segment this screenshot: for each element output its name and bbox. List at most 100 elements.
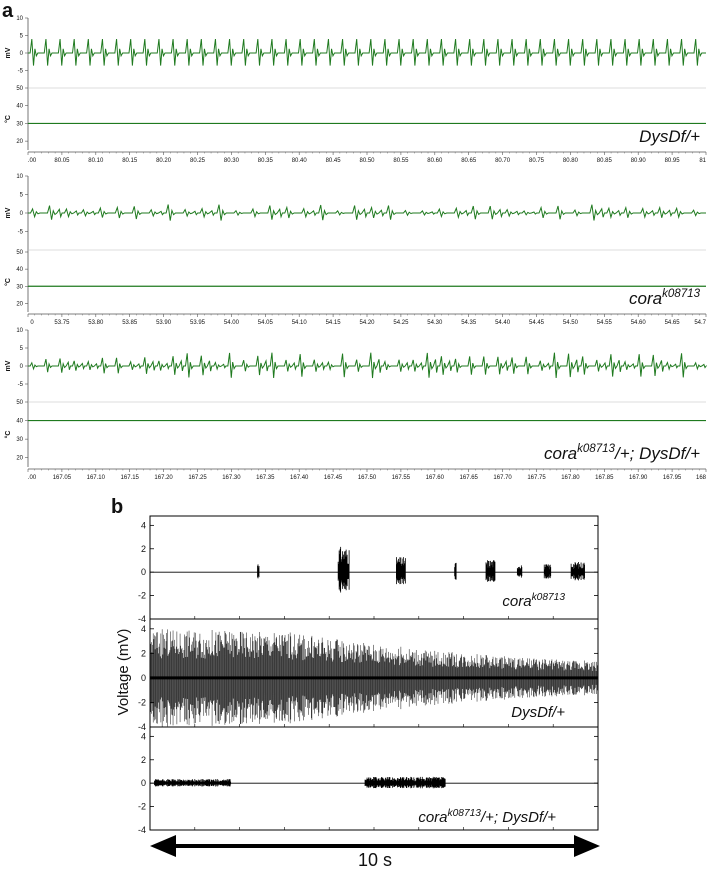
temperature-tick-label: 20 <box>16 456 23 462</box>
y-tick-label: -2 <box>138 697 146 707</box>
x-tick-label: 81 <box>699 158 706 164</box>
x-tick-label: 54.05 <box>258 320 274 326</box>
x-tick-label: 80.15 <box>122 158 138 164</box>
voltage-tick-label: 10 <box>16 174 23 180</box>
x-tick-label: 80.35 <box>258 158 274 164</box>
x-tick-label: 167.30 <box>222 475 241 481</box>
x-tick-label: 167.10 <box>87 475 106 481</box>
x-tick-label: 167.95 <box>663 475 682 481</box>
x-tick-label: 53.90 <box>156 320 172 326</box>
panel-b-label: b <box>111 496 123 518</box>
x-tick-label: 167.05 <box>53 475 72 481</box>
x-tick-label: 167.50 <box>358 475 377 481</box>
x-tick-label: 167.90 <box>629 475 648 481</box>
voltage-trace <box>28 352 708 379</box>
panel-a-row-3: -5 0 5 10 mV 20 30 40 50 °C .00 167.05 167.10 167.15 1… <box>4 328 708 481</box>
x-tick-label: 80.55 <box>393 158 409 164</box>
x-tick-label: 80.95 <box>665 158 681 164</box>
x-tick-label: 53.85 <box>122 320 138 326</box>
genotype-label-sup: k08713 <box>448 808 482 819</box>
x-tick-label: 80.30 <box>224 158 240 164</box>
x-tick-label: 167.70 <box>493 475 512 481</box>
x-tick-label: 167.65 <box>460 475 479 481</box>
genotype-label: corak08713/+; DysDf/+ <box>544 443 700 463</box>
genotype-label-main: cora <box>629 289 662 308</box>
temperature-tick-label: 30 <box>16 121 23 127</box>
y-tick-label: -2 <box>138 591 146 601</box>
temperature-tick-label: 20 <box>16 139 23 145</box>
voltage-trace <box>150 546 598 593</box>
voltage-tick-label: -5 <box>18 230 24 236</box>
voltage-tick-label: 10 <box>16 328 23 334</box>
temperature-tick-label: 40 <box>16 267 23 273</box>
x-tick-label: 54.35 <box>461 320 477 326</box>
y-tick-label: 4 <box>141 520 146 530</box>
genotype-label-sup: k08713 <box>532 592 566 603</box>
x-tick-label: 54.65 <box>665 320 681 326</box>
y-tick-label: 2 <box>141 755 146 765</box>
x-tick-label: 54.55 <box>597 320 613 326</box>
x-tick-label: 80.85 <box>597 158 613 164</box>
y-tick-label: 0 <box>141 778 146 788</box>
x-tick-label: 54.30 <box>427 320 443 326</box>
x-tick-label: 53.80 <box>88 320 104 326</box>
x-tick-label: 53.75 <box>54 320 70 326</box>
scale-bar-label: 10 s <box>358 850 392 870</box>
genotype-label-main: cora <box>544 444 577 463</box>
x-tick-label: 54.20 <box>359 320 375 326</box>
y-tick-label: -2 <box>138 802 146 812</box>
voltage-tick-label: 5 <box>20 346 24 352</box>
x-tick-label: 54.60 <box>631 320 647 326</box>
x-tick-label: 54.40 <box>495 320 511 326</box>
voltage-tick-label: 5 <box>20 34 24 40</box>
x-tick-label: .00 <box>28 475 37 481</box>
voltage-unit-label: mV <box>5 47 12 58</box>
x-tick-label: 167.15 <box>121 475 140 481</box>
genotype-label-main: cora <box>502 593 531 610</box>
x-tick-label: 80.90 <box>631 158 647 164</box>
genotype-label: DysDf/+ <box>639 127 700 146</box>
x-tick-label: 80.05 <box>54 158 70 164</box>
x-tick-label: 80.75 <box>529 158 545 164</box>
y-tick-label: -4 <box>138 825 146 835</box>
y-tick-label: 4 <box>141 731 146 741</box>
x-tick-label: 168 <box>696 475 707 481</box>
x-tick-label: 167.80 <box>561 475 580 481</box>
voltage-tick-label: 5 <box>20 193 24 199</box>
x-tick-label: 167.35 <box>256 475 275 481</box>
x-tick-label: 167.85 <box>595 475 614 481</box>
voltage-tick-label: 0 <box>20 211 24 217</box>
x-tick-label: 0 <box>30 320 34 326</box>
y-tick-label: 0 <box>141 567 146 577</box>
x-tick-label: 80.70 <box>495 158 511 164</box>
x-tick-label: 54.7 <box>694 320 706 326</box>
temperature-tick-label: 30 <box>16 437 23 443</box>
voltage-trace <box>28 204 706 221</box>
voltage-tick-label: 0 <box>20 364 24 370</box>
x-tick-label: .00 <box>28 158 37 164</box>
genotype-label-main: DysDf/+ <box>639 127 700 146</box>
x-tick-label: 167.45 <box>324 475 343 481</box>
scale-bar-right-arrow <box>574 835 600 857</box>
x-tick-label: 54.25 <box>393 320 409 326</box>
panel-b-row-3: -4 -2 0 2 4 corak08713/+; DysDf/+ <box>138 726 598 835</box>
x-tick-label: 80.45 <box>326 158 342 164</box>
voltage-trace <box>150 776 598 789</box>
voltage-unit-label: mV <box>5 207 12 218</box>
genotype-label-tail: /+; DysDf/+ <box>614 444 700 463</box>
x-tick-label: 167.20 <box>154 475 173 481</box>
voltage-tick-label: -5 <box>18 69 24 75</box>
x-tick-label: 80.50 <box>359 158 375 164</box>
temperature-tick-label: 50 <box>16 250 23 256</box>
x-tick-label: 80.80 <box>563 158 579 164</box>
y-tick-label: -4 <box>138 614 146 624</box>
x-tick-label: 54.00 <box>224 320 240 326</box>
y-tick-label: 0 <box>141 673 146 683</box>
x-tick-label: 167.40 <box>290 475 309 481</box>
temperature-tick-label: 40 <box>16 419 23 425</box>
voltage-tick-label: 10 <box>16 16 23 22</box>
temperature-unit-label: °C <box>4 278 12 286</box>
genotype-label: corak08713 <box>629 288 701 308</box>
